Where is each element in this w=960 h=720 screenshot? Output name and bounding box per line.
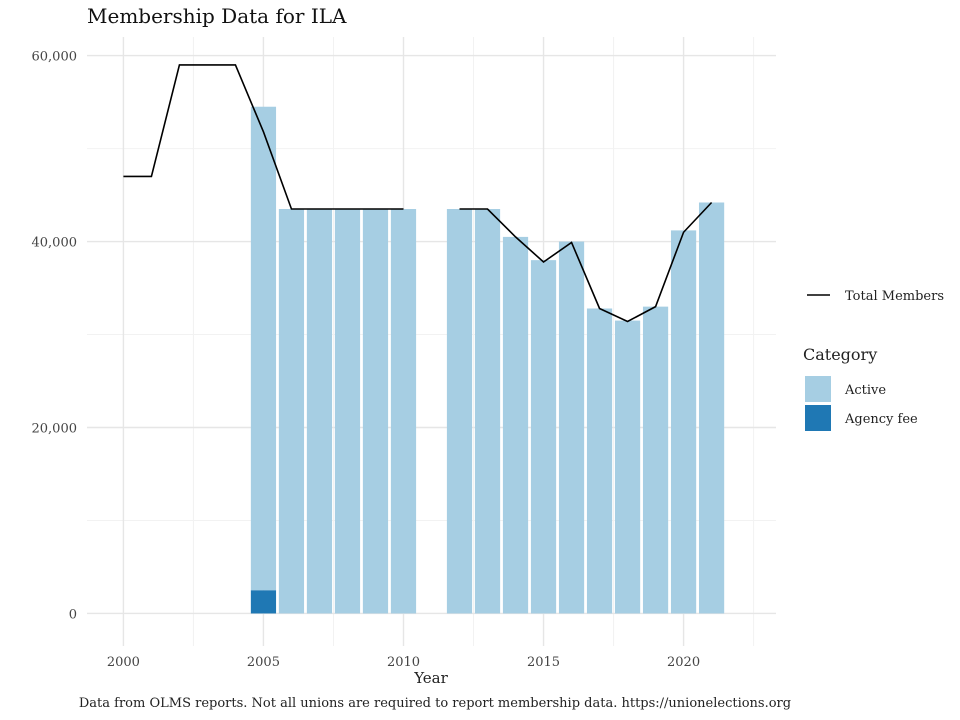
legend-swatch-agency-fee bbox=[805, 405, 831, 431]
x-tick-label: 2010 bbox=[387, 655, 420, 670]
bar-active bbox=[278, 209, 305, 614]
legend-title: Category bbox=[803, 345, 877, 364]
bar-active bbox=[446, 209, 473, 614]
bar-active bbox=[670, 230, 697, 614]
y-tick-label: 60,000 bbox=[32, 50, 78, 65]
x-axis-label: Year bbox=[413, 669, 448, 687]
bar-active bbox=[558, 241, 585, 614]
bar-active bbox=[530, 260, 557, 614]
bar-active bbox=[390, 209, 417, 614]
x-tick-label: 2005 bbox=[247, 655, 280, 670]
y-axis-ticks: 0 20,000 40,000 60,000 bbox=[32, 50, 78, 623]
total-members-line-segment bbox=[123, 64, 404, 210]
total-members-line-segment bbox=[459, 201, 713, 323]
bar-active bbox=[614, 320, 641, 614]
bars bbox=[250, 106, 725, 614]
legend-swatch-active bbox=[805, 376, 831, 402]
bar-active bbox=[586, 308, 613, 614]
y-tick-label: 0 bbox=[69, 607, 77, 622]
total-members-line bbox=[123, 64, 713, 323]
x-tick-label: 2020 bbox=[667, 655, 700, 670]
bar-active bbox=[642, 306, 669, 614]
plot-area bbox=[87, 37, 776, 646]
bar-active bbox=[502, 236, 529, 614]
bar-active bbox=[306, 209, 333, 614]
legend-label-agency-fee: Agency fee bbox=[844, 412, 918, 427]
legend: Total Members Category Active Agency fee bbox=[803, 289, 944, 431]
bar-active bbox=[362, 209, 389, 614]
bar-active bbox=[334, 209, 361, 614]
bar-active bbox=[250, 106, 277, 591]
x-axis-ticks: 2000 2005 2010 2015 2020 bbox=[107, 655, 700, 670]
bar-agency-fee bbox=[250, 590, 277, 614]
chart-title: Membership Data for ILA bbox=[87, 4, 347, 28]
legend-line-label: Total Members bbox=[845, 289, 944, 304]
legend-label-active: Active bbox=[844, 383, 886, 398]
y-tick-label: 20,000 bbox=[32, 422, 78, 437]
bar-active bbox=[474, 209, 501, 614]
x-tick-label: 2000 bbox=[107, 655, 140, 670]
bar-active bbox=[698, 202, 725, 614]
x-tick-label: 2015 bbox=[527, 655, 560, 670]
y-tick-label: 40,000 bbox=[32, 236, 78, 251]
caption: Data from OLMS reports. Not all unions a… bbox=[79, 696, 791, 711]
minor-gridlines bbox=[87, 37, 776, 646]
